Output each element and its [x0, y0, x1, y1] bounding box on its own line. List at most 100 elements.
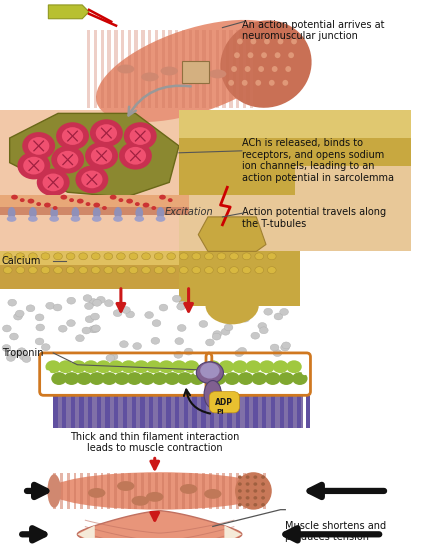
Ellipse shape: [28, 216, 38, 222]
Ellipse shape: [92, 325, 101, 332]
Polygon shape: [77, 511, 242, 546]
Ellipse shape: [217, 266, 226, 274]
Ellipse shape: [230, 253, 238, 260]
Bar: [182, 29, 185, 109]
Ellipse shape: [7, 216, 16, 222]
Ellipse shape: [96, 360, 111, 373]
Ellipse shape: [171, 360, 187, 373]
Bar: [184, 396, 188, 428]
Ellipse shape: [224, 297, 233, 304]
Ellipse shape: [167, 253, 175, 260]
Ellipse shape: [91, 313, 99, 320]
Ellipse shape: [51, 372, 67, 385]
Ellipse shape: [196, 362, 223, 383]
Ellipse shape: [204, 489, 221, 499]
Ellipse shape: [261, 503, 265, 507]
Ellipse shape: [8, 207, 15, 219]
Ellipse shape: [268, 253, 276, 260]
Ellipse shape: [69, 198, 74, 202]
Ellipse shape: [246, 476, 250, 479]
Bar: [62, 396, 66, 428]
Ellipse shape: [286, 50, 297, 61]
Bar: [107, 29, 111, 109]
Ellipse shape: [67, 319, 75, 327]
Bar: [121, 473, 124, 509]
Ellipse shape: [146, 360, 161, 373]
Ellipse shape: [45, 370, 51, 375]
Ellipse shape: [261, 52, 267, 58]
Bar: [182, 473, 185, 509]
Ellipse shape: [168, 198, 172, 202]
Ellipse shape: [238, 482, 242, 486]
Ellipse shape: [96, 296, 105, 303]
Ellipse shape: [175, 337, 184, 345]
Ellipse shape: [184, 360, 199, 373]
Ellipse shape: [224, 372, 240, 385]
Bar: [140, 396, 145, 428]
Ellipse shape: [232, 360, 247, 373]
Ellipse shape: [285, 66, 291, 72]
Bar: [229, 473, 232, 509]
Ellipse shape: [9, 333, 18, 340]
Ellipse shape: [108, 360, 124, 373]
Ellipse shape: [102, 206, 107, 210]
Bar: [179, 138, 411, 165]
Bar: [179, 251, 300, 306]
Bar: [256, 473, 259, 509]
Ellipse shape: [282, 80, 288, 86]
Ellipse shape: [35, 338, 44, 345]
Ellipse shape: [180, 484, 197, 494]
Bar: [74, 473, 77, 509]
Ellipse shape: [246, 503, 250, 507]
Ellipse shape: [35, 314, 44, 321]
Ellipse shape: [14, 313, 22, 320]
Ellipse shape: [45, 360, 61, 373]
Ellipse shape: [81, 170, 103, 188]
Ellipse shape: [275, 36, 286, 47]
Ellipse shape: [259, 327, 268, 334]
Ellipse shape: [71, 360, 86, 373]
Ellipse shape: [113, 216, 123, 222]
Ellipse shape: [255, 266, 264, 274]
Ellipse shape: [242, 266, 251, 274]
Text: ACh is released, binds to
receptors, and opens sodium
ion channels, leading to a: ACh is released, binds to receptors, and…: [242, 138, 394, 183]
Bar: [88, 396, 92, 428]
Ellipse shape: [89, 326, 98, 333]
Ellipse shape: [54, 253, 62, 260]
Ellipse shape: [135, 207, 143, 219]
Ellipse shape: [238, 496, 242, 500]
Bar: [80, 473, 83, 509]
Ellipse shape: [258, 323, 267, 329]
Ellipse shape: [264, 308, 273, 315]
Bar: [131, 396, 136, 428]
Ellipse shape: [3, 266, 12, 274]
Ellipse shape: [29, 253, 37, 260]
Ellipse shape: [57, 151, 78, 169]
Ellipse shape: [253, 482, 257, 486]
Bar: [155, 29, 158, 109]
Bar: [114, 29, 118, 109]
Bar: [236, 396, 241, 428]
Text: Pi: Pi: [217, 409, 224, 415]
Ellipse shape: [53, 206, 57, 210]
Ellipse shape: [135, 202, 140, 206]
Ellipse shape: [16, 253, 25, 260]
Ellipse shape: [6, 354, 15, 361]
Ellipse shape: [241, 315, 250, 322]
Bar: [250, 29, 253, 109]
Ellipse shape: [124, 122, 157, 150]
Bar: [94, 29, 97, 109]
Ellipse shape: [279, 372, 294, 385]
Ellipse shape: [66, 266, 75, 274]
Ellipse shape: [92, 216, 101, 222]
Ellipse shape: [253, 78, 264, 88]
Bar: [236, 29, 239, 109]
Ellipse shape: [220, 20, 312, 108]
Ellipse shape: [184, 348, 193, 355]
Ellipse shape: [126, 311, 134, 318]
Ellipse shape: [142, 253, 150, 260]
Polygon shape: [10, 114, 179, 197]
Text: Calcium: Calcium: [2, 256, 42, 266]
Bar: [306, 396, 310, 428]
Ellipse shape: [225, 305, 233, 312]
